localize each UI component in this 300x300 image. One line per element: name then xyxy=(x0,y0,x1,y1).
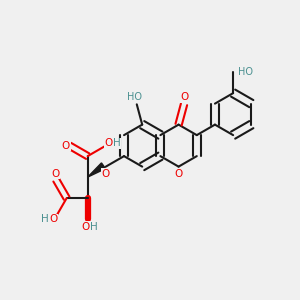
Polygon shape xyxy=(88,163,106,177)
Text: O: O xyxy=(51,169,60,178)
Text: H: H xyxy=(113,138,121,148)
Text: HO: HO xyxy=(127,92,142,102)
Text: O: O xyxy=(105,138,113,148)
Text: O: O xyxy=(175,169,183,179)
Text: O: O xyxy=(102,169,110,179)
Text: O: O xyxy=(62,141,70,151)
Text: HO: HO xyxy=(238,67,253,77)
Text: O: O xyxy=(81,222,89,232)
Text: O: O xyxy=(181,92,189,102)
Text: H: H xyxy=(90,222,98,232)
Text: H: H xyxy=(41,214,49,224)
Text: O: O xyxy=(49,214,57,224)
